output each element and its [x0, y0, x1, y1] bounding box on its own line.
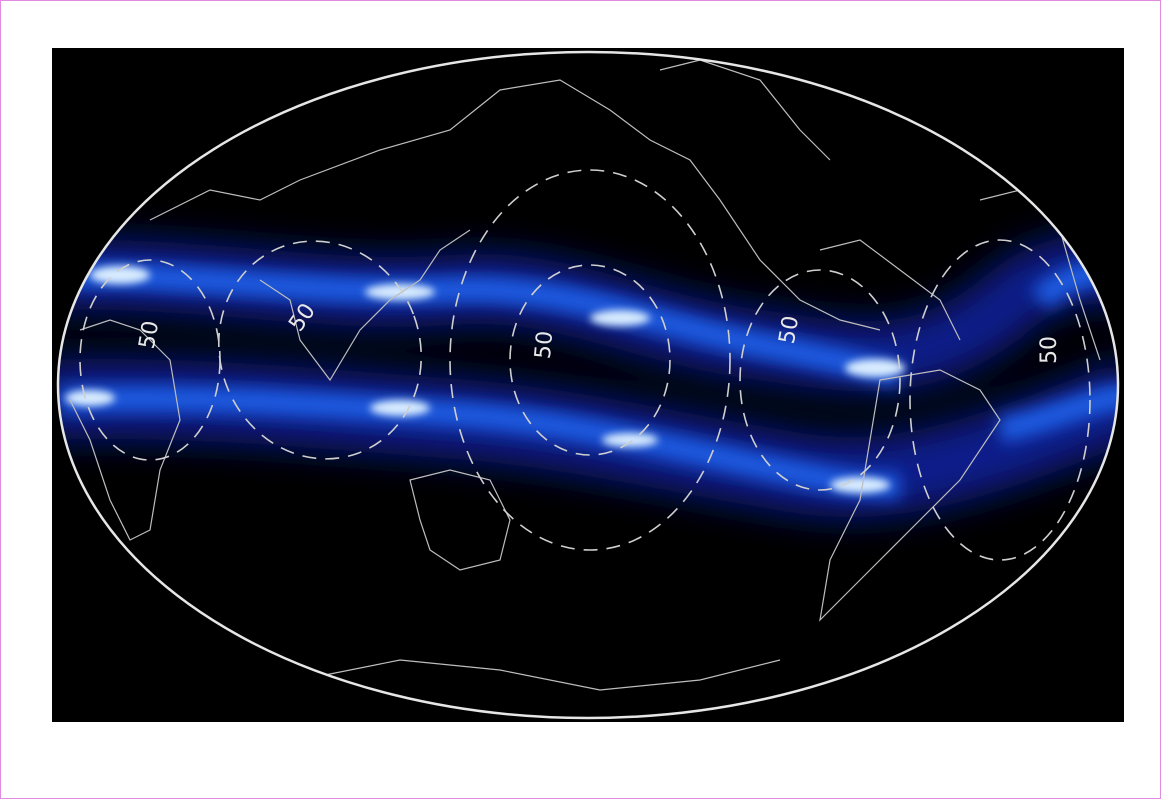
globe-outline [56, 50, 1120, 720]
contour-label: 50 [775, 314, 804, 346]
coastlines [69, 59, 1101, 691]
precipitation-bands [58, 233, 1118, 518]
contour-label: 50 [1037, 336, 1062, 364]
contours [79, 169, 1091, 561]
contour-label: 50 [135, 319, 164, 351]
contour-label: 50 [531, 330, 558, 360]
